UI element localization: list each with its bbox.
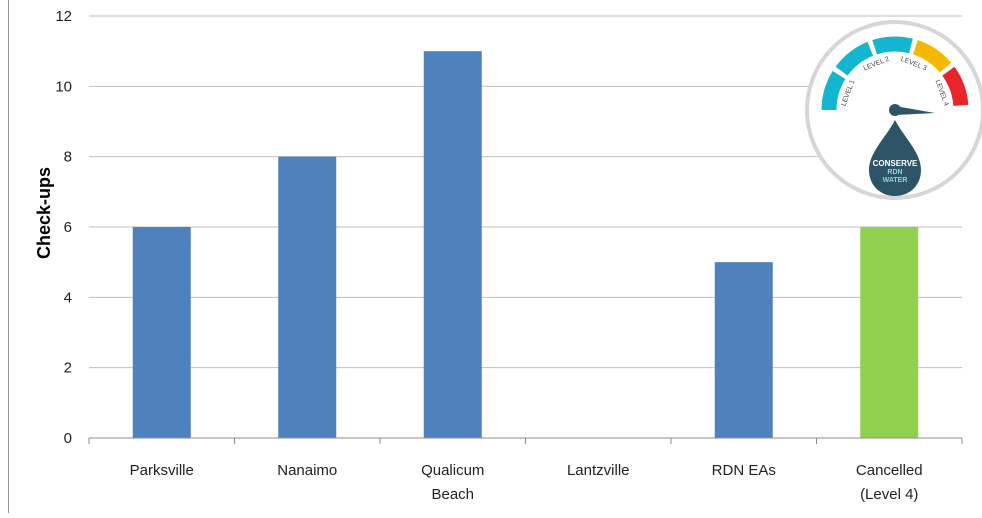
bar xyxy=(714,262,773,438)
x-tick-label: RDN EAs xyxy=(712,462,776,479)
bar xyxy=(423,51,482,439)
drop-shape xyxy=(869,120,921,196)
needle-icon xyxy=(895,106,935,115)
gauge-arc-segment xyxy=(821,71,846,111)
drop-text-line-3: WATER xyxy=(883,177,908,184)
gauge-needle xyxy=(889,104,935,116)
y-tick-label: 0 xyxy=(64,430,72,447)
y-axis-label: Check-ups xyxy=(34,167,54,259)
y-tick-label: 2 xyxy=(64,360,72,377)
needle-hub xyxy=(889,104,901,116)
bars xyxy=(132,51,919,439)
x-tick-label: (Level 4) xyxy=(860,486,918,503)
bar xyxy=(860,227,919,438)
x-tick-label: Cancelled xyxy=(856,462,923,479)
gridlines xyxy=(89,15,962,369)
y-tick-label: 10 xyxy=(55,78,72,95)
x-tick-label: Lantzville xyxy=(567,462,630,479)
y-tick-label: 6 xyxy=(64,219,72,236)
gauge-arc-segment xyxy=(912,40,952,73)
x-tick-label: Beach xyxy=(431,486,474,503)
y-tick-label: 12 xyxy=(55,8,72,25)
gauge-arc-segment xyxy=(942,66,969,107)
x-tick-label: Qualicum xyxy=(421,462,484,479)
water-drop-icon: CONSERVE RDN WATER xyxy=(869,120,921,196)
bar xyxy=(278,156,337,438)
x-tick-label: Parksville xyxy=(130,462,194,479)
gauge-arc-segment xyxy=(872,36,913,55)
y-tick-labels: 0 2 4 6 8 10 12 xyxy=(55,8,72,447)
gauge-level-arcs xyxy=(821,36,969,111)
drop-text-line-2: RDN xyxy=(887,169,902,176)
y-tick-label: 4 xyxy=(64,289,72,306)
x-tick-labels: Parksville Nanaimo Qualicum Beach Lantzville… xyxy=(130,462,923,503)
x-tick-label: Nanaimo xyxy=(277,462,337,479)
drop-text-line-1: CONSERVE xyxy=(873,159,918,168)
bar xyxy=(132,227,191,438)
x-axis xyxy=(88,437,963,444)
gauge-arc-segment xyxy=(835,41,874,76)
frame-left-border xyxy=(8,0,9,513)
y-tick-label: 8 xyxy=(64,149,72,166)
